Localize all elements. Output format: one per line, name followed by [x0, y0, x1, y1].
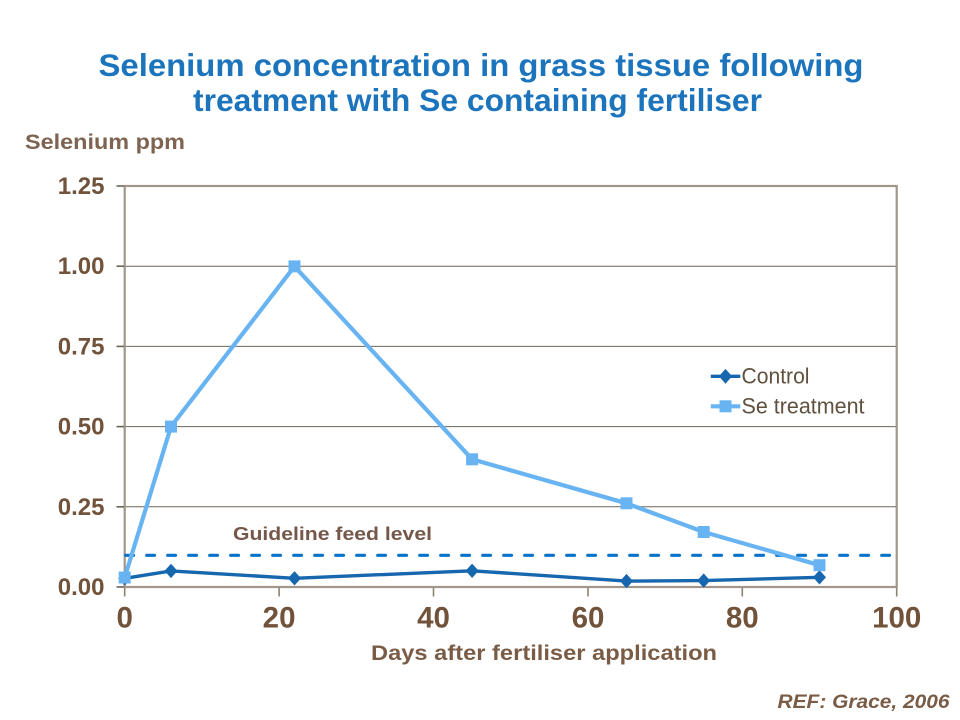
svg-text:0.75: 0.75 [58, 333, 105, 360]
svg-text:Control: Control [742, 364, 810, 389]
svg-text:80: 80 [726, 602, 759, 635]
svg-text:20: 20 [263, 602, 296, 635]
svg-text:treatment with Se containing f: treatment with Se containing fertiliser [193, 82, 762, 118]
svg-text:Se treatment: Se treatment [742, 394, 865, 419]
svg-text:Days after fertiliser applicat: Days after fertiliser application [371, 641, 717, 665]
svg-text:1.00: 1.00 [58, 253, 105, 280]
svg-text:Selenium concentration in gras: Selenium concentration in grass tissue f… [99, 47, 864, 83]
svg-text:100: 100 [872, 602, 921, 635]
svg-text:REF: Grace, 2006: REF: Grace, 2006 [778, 691, 950, 713]
svg-text:60: 60 [572, 602, 605, 635]
svg-text:40: 40 [417, 602, 450, 635]
svg-text:0.25: 0.25 [58, 494, 105, 521]
svg-text:Guideline feed level: Guideline feed level [233, 523, 432, 544]
svg-text:1.25: 1.25 [58, 173, 105, 200]
svg-text:0.00: 0.00 [58, 574, 105, 601]
svg-text:Selenium ppm: Selenium ppm [25, 131, 185, 154]
svg-text:0.50: 0.50 [58, 414, 105, 441]
svg-text:0: 0 [116, 602, 132, 635]
